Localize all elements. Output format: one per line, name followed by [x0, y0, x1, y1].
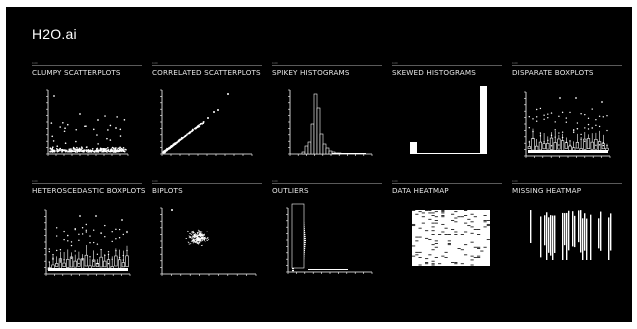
- skewed-histogram-thumbnail: [410, 86, 487, 154]
- panel-divider: [152, 65, 262, 66]
- panel-title: SPIKEY HISTOGRAMS: [272, 68, 350, 77]
- panel-title: DISPARATE BOXPLOTS: [512, 68, 594, 77]
- panel-heteroscedastic-boxplots[interactable]: 0.00 HETEROSCEDASTIC BOXPLOTS: [32, 180, 145, 292]
- heatmap-cells: [412, 210, 490, 266]
- panel-tick-label: 0.00: [512, 180, 518, 183]
- panel-divider: [392, 65, 502, 66]
- missing-heatmap-cells: [530, 210, 614, 260]
- app-title: H2O.ai: [32, 26, 77, 42]
- clumpy-scatterplot-thumbnail: [46, 89, 129, 156]
- biplot-vectors: [171, 209, 210, 246]
- plot-axes: [524, 91, 611, 158]
- boxplot-boxes: [47, 215, 129, 271]
- disparate-boxplot-thumbnail: [524, 91, 611, 158]
- plot-axes: [160, 207, 257, 276]
- panel-title: DATA HEATMAP: [392, 186, 449, 195]
- panel-tick-label: 0.00: [392, 180, 398, 183]
- panel-tick-label: 0.00: [152, 62, 158, 65]
- missing-heatmap-thumbnail: [530, 210, 614, 260]
- panel-tick-label: 0.00: [272, 62, 278, 65]
- outlier-bars: [291, 203, 348, 272]
- panel-divider: [392, 183, 502, 184]
- panel-data-heatmap[interactable]: 0.00 DATA HEATMAP: [392, 180, 502, 292]
- scatter-points: [162, 93, 229, 154]
- histogram-bars: [301, 93, 366, 155]
- outliers-thumbnail: [286, 203, 373, 274]
- panel-title: SKEWED HISTOGRAMS: [392, 68, 476, 77]
- panel-skewed-histograms[interactable]: 0.00 SKEWED HISTOGRAMS: [392, 62, 502, 174]
- data-heatmap-thumbnail: [412, 210, 490, 266]
- panel-clumpy-scatterplots[interactable]: 0.00 CLUMPY SCATTERPLOTS: [32, 62, 142, 174]
- panel-divider: [272, 183, 382, 184]
- panel-missing-heatmap[interactable]: 0.00 MISSING HEATMAP: [512, 180, 622, 292]
- plot-axes: [286, 207, 373, 274]
- panel-divider: [32, 183, 142, 184]
- panel-tick-label: 0.00: [152, 180, 158, 183]
- panel-title: BIPLOTS: [152, 186, 183, 195]
- plot-axes: [46, 89, 129, 156]
- panel-divider: [272, 65, 382, 66]
- panel-tick-label: 0.00: [32, 180, 38, 183]
- panel-divider: [512, 183, 622, 184]
- panel-correlated-scatterplots[interactable]: 0.00 CORRELATED SCATTERPLOTS: [152, 62, 262, 174]
- panel-tick-label: 0.00: [392, 62, 398, 65]
- panel-divider: [152, 183, 262, 184]
- panel-title: MISSING HEATMAP: [512, 186, 582, 195]
- panel-tick-label: 0.00: [512, 62, 518, 65]
- panel-biplots[interactable]: 0.00 BIPLOTS: [152, 180, 262, 292]
- boxplot-boxes: [527, 97, 609, 153]
- panel-title: OUTLIERS: [272, 186, 309, 195]
- panel-title: CORRELATED SCATTERPLOTS: [152, 68, 261, 77]
- spikey-histogram-thumbnail: [288, 89, 373, 156]
- panel-outliers[interactable]: 0.00 OUTLIERS: [272, 180, 382, 292]
- heteroscedastic-boxplot-thumbnail: [44, 209, 131, 276]
- plot-axes: [288, 89, 373, 156]
- correlated-scatterplot-thumbnail: [160, 89, 253, 156]
- dashboard-screen: H2O.ai 0.00 CLUMPY SCATTERPLOTS 0.00 COR…: [6, 7, 632, 322]
- panel-disparate-boxplots[interactable]: 0.00 DISPARATE BOXPLOTS: [512, 62, 622, 174]
- biplot-thumbnail: [160, 207, 257, 276]
- panel-divider: [512, 65, 622, 66]
- plot-axes: [160, 89, 253, 156]
- panel-divider: [32, 65, 142, 66]
- panel-tick-label: 0.00: [272, 180, 278, 183]
- histogram-bars: [410, 86, 487, 154]
- panel-title: HETEROSCEDASTIC BOXPLOTS: [32, 186, 146, 195]
- plot-axes: [44, 209, 131, 276]
- panel-spikey-histograms[interactable]: 0.00 SPIKEY HISTOGRAMS: [272, 62, 382, 174]
- scatter-points: [49, 95, 127, 153]
- panel-tick-label: 0.00: [32, 62, 38, 65]
- panel-title: CLUMPY SCATTERPLOTS: [32, 68, 121, 77]
